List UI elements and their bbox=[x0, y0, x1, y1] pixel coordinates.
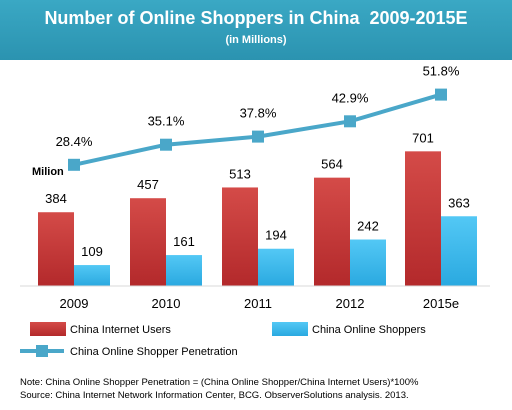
bar-online-shoppers bbox=[74, 265, 110, 286]
bar-internet-users bbox=[405, 151, 441, 286]
penetration-value-label: 28.4% bbox=[56, 134, 93, 149]
data-label-internet-users: 457 bbox=[137, 177, 159, 192]
x-tick-label: 2010 bbox=[152, 296, 181, 311]
unit-label: Milion bbox=[32, 166, 64, 178]
bar-internet-users bbox=[222, 187, 258, 286]
x-tick-label: 2011 bbox=[244, 296, 272, 311]
legend-swatch-internet-users bbox=[30, 322, 66, 336]
bar-online-shoppers bbox=[166, 255, 202, 286]
penetration-value-label: 42.9% bbox=[332, 90, 369, 105]
data-label-online-shoppers: 363 bbox=[448, 195, 470, 210]
x-tick-label: 2012 bbox=[336, 296, 365, 311]
penetration-marker bbox=[344, 115, 356, 128]
chart-header: Number of Online Shoppers in China 2009-… bbox=[0, 0, 512, 60]
bar-online-shoppers bbox=[350, 239, 386, 286]
data-label-online-shoppers: 161 bbox=[173, 234, 195, 249]
chart-subtitle: (in Millions) bbox=[225, 34, 287, 46]
legend-label-online-shoppers: China Online Shoppers bbox=[312, 324, 426, 336]
penetration-marker bbox=[252, 130, 264, 143]
penetration-marker bbox=[160, 138, 172, 151]
chart-notes: Note: China Online Shopper Penetration =… bbox=[20, 376, 418, 402]
legend-label-penetration: China Online Shopper Penetration bbox=[70, 346, 238, 358]
penetration-value-label: 51.8% bbox=[423, 64, 460, 79]
bar-internet-users bbox=[130, 198, 166, 286]
chart-title: Number of Online Shoppers in China 2009-… bbox=[44, 8, 468, 28]
x-tick-label: 2009 bbox=[60, 296, 89, 311]
bar-internet-users bbox=[314, 177, 350, 286]
x-tick-label: 2015e bbox=[423, 296, 459, 311]
data-label-internet-users: 564 bbox=[321, 157, 343, 172]
source-text: Source: China Internet Network Informati… bbox=[20, 390, 409, 401]
chart-canvas: Milion 384 109 2009 457 161 2010 513 194 2011 564 2… bbox=[20, 64, 490, 358]
data-label-internet-users: 513 bbox=[229, 166, 251, 181]
data-label-online-shoppers: 109 bbox=[81, 244, 103, 259]
bar-internet-users bbox=[38, 212, 74, 286]
bar-online-shoppers bbox=[258, 248, 294, 286]
penetration-value-label: 35.1% bbox=[148, 114, 185, 129]
data-label-online-shoppers: 242 bbox=[357, 219, 379, 234]
penetration-marker bbox=[68, 158, 80, 171]
data-label-online-shoppers: 194 bbox=[265, 228, 287, 243]
data-label-internet-users: 701 bbox=[412, 130, 434, 145]
bar-online-shoppers bbox=[441, 216, 477, 286]
legend-swatch-online-shoppers bbox=[272, 322, 308, 336]
penetration-value-label: 37.8% bbox=[240, 106, 277, 121]
note-text: Note: China Online Shopper Penetration =… bbox=[20, 377, 419, 388]
legend-label-internet-users: China Internet Users bbox=[70, 324, 171, 336]
legend-marker-penetration bbox=[36, 345, 48, 357]
data-label-internet-users: 384 bbox=[45, 191, 67, 206]
penetration-marker bbox=[435, 88, 447, 101]
